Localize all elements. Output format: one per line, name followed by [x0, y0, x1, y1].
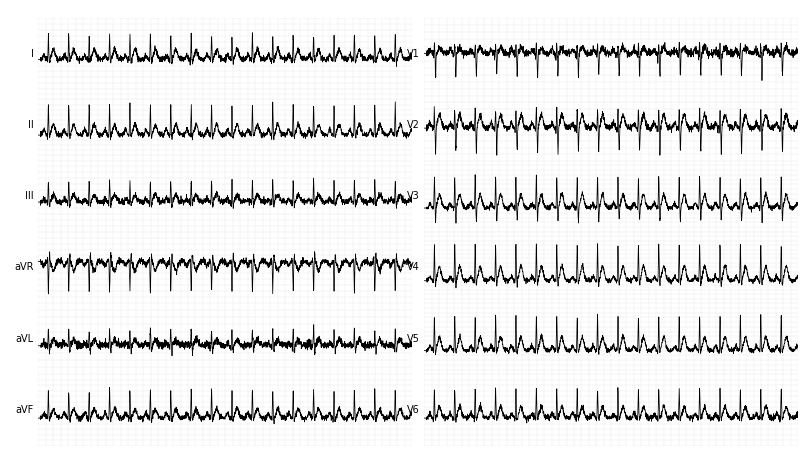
Text: III: III	[26, 191, 34, 201]
Text: aVR: aVR	[14, 262, 34, 272]
Text: V1: V1	[407, 49, 420, 58]
Text: V6: V6	[407, 405, 420, 415]
Text: V5: V5	[407, 333, 420, 344]
Text: II: II	[28, 120, 34, 130]
Text: V2: V2	[407, 120, 420, 130]
Text: I: I	[31, 49, 34, 58]
Text: aVF: aVF	[16, 405, 34, 415]
Text: V4: V4	[407, 262, 420, 272]
Text: aVL: aVL	[16, 333, 34, 344]
Text: V3: V3	[407, 191, 420, 201]
